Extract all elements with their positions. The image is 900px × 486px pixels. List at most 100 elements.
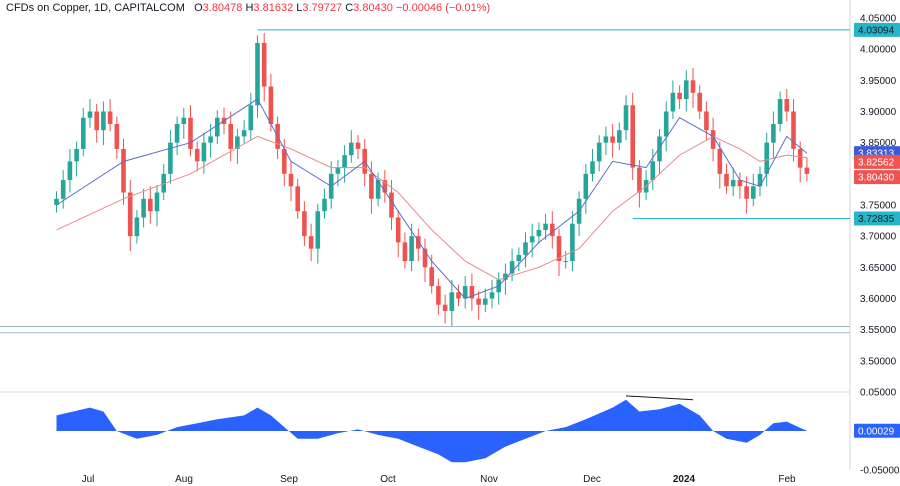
candle-up — [529, 236, 535, 243]
candle-down — [389, 192, 394, 218]
candle-down — [737, 180, 743, 187]
price-badge-level-bg — [854, 211, 900, 226]
high-label: H — [245, 2, 254, 14]
candle-up — [663, 111, 669, 137]
price-badge-last-bg — [854, 170, 900, 185]
candle-up — [322, 198, 327, 212]
price-axis-tick: 4.00000 — [860, 45, 897, 56]
candle-up — [154, 192, 160, 212]
candle-down — [469, 286, 475, 299]
price-axis-tick: 3.50000 — [860, 356, 897, 367]
candle-down — [228, 123, 233, 149]
candle-down — [724, 173, 729, 187]
candle-up — [657, 136, 662, 162]
candle-up — [181, 117, 187, 124]
candle-down — [476, 298, 481, 305]
candle-down — [744, 186, 749, 199]
candle-up — [141, 198, 146, 218]
candle-down — [114, 123, 120, 149]
candle-down — [295, 186, 300, 212]
candle-up — [235, 136, 240, 149]
candle-up — [462, 286, 468, 299]
candle-down — [704, 111, 709, 131]
time-axis-tick: Feb — [778, 474, 796, 485]
time-axis-tick: Nov — [480, 474, 498, 485]
candle-down — [677, 92, 682, 100]
candle-down — [550, 223, 555, 237]
candle-up — [101, 111, 106, 131]
ma-fast-line — [56, 98, 808, 300]
oscillator-badge-bg — [854, 423, 900, 438]
price-axis-tick: 3.85000 — [860, 138, 897, 149]
candle-up — [751, 186, 756, 199]
candle-down — [556, 236, 562, 262]
candle-up — [215, 117, 220, 137]
candle-down — [268, 86, 274, 124]
candle-down — [422, 248, 428, 268]
candle-down — [369, 173, 374, 199]
candle-up — [255, 42, 260, 106]
candle-down — [282, 148, 287, 174]
candle-down — [717, 148, 723, 174]
divergence-line — [625, 395, 694, 401]
candle-down — [402, 242, 408, 262]
candle-up — [349, 142, 354, 156]
candle-down — [429, 267, 434, 287]
price-badge-ma_slow-bg — [854, 154, 900, 169]
candle-up — [168, 142, 173, 174]
candle-down — [436, 286, 441, 305]
candle-up — [67, 161, 73, 181]
time-axis-tick: Jul — [82, 474, 95, 485]
candle-up — [449, 292, 455, 311]
candle-down — [637, 167, 642, 193]
candle-up — [201, 142, 207, 162]
candle-up — [583, 173, 589, 199]
candle-down — [797, 148, 803, 168]
candle-up — [134, 217, 140, 237]
ma-slow-line — [56, 135, 807, 281]
candle-up — [241, 130, 247, 137]
candle-down — [382, 180, 388, 193]
candle-down — [784, 99, 790, 112]
close-value: 3.80430 — [353, 2, 393, 14]
price-axis-tick: 3.55000 — [860, 325, 897, 336]
candle-up — [596, 142, 602, 162]
candle-up — [248, 105, 254, 131]
price-axis-tick: 3.90000 — [860, 107, 897, 118]
change-value: −0.00046 (−0.01%) — [395, 2, 491, 14]
price-badge-ma_slow: 3.82562 — [858, 157, 895, 168]
price-badge-level-bg — [854, 22, 900, 37]
candle-up — [315, 211, 321, 249]
price-axis-tick: 4.05000 — [860, 14, 897, 25]
price-badge-last: 3.80430 — [858, 173, 895, 184]
candle-down — [710, 130, 716, 149]
candle-down — [94, 111, 99, 131]
close-label: C — [345, 2, 354, 14]
candle-down — [121, 148, 126, 193]
chart-header: CFDs on Copper, 1D, CAPITALCOM O3.80478 … — [6, 2, 490, 14]
candle-up — [623, 105, 629, 131]
candle-up — [60, 180, 66, 199]
price-badge-level: 3.72835 — [858, 214, 895, 225]
candle-up — [570, 223, 575, 262]
price-badge-ma_fast: 3.83313 — [858, 149, 895, 160]
candle-up — [523, 242, 528, 255]
candle-up — [603, 136, 609, 143]
price-axis-tick: 3.70000 — [860, 232, 897, 243]
candle-down — [308, 236, 314, 249]
time-axis-tick: 2024 — [673, 474, 696, 485]
oscillator-area — [56, 399, 807, 463]
candle-up — [74, 148, 79, 162]
price-axis-tick: 3.75000 — [860, 201, 897, 212]
candle-up — [483, 298, 488, 305]
candle-up — [764, 142, 769, 174]
candle-up — [503, 273, 508, 280]
candle-up — [684, 80, 689, 100]
candle-up — [208, 136, 213, 143]
symbol-title: CFDs on Copper, 1D, CAPITALCOM — [6, 2, 185, 14]
oscillator-badge: 0.00029 — [858, 426, 895, 437]
time-axis-tick: Oct — [380, 474, 396, 485]
candle-down — [804, 167, 810, 174]
oscillator-axis-tick: 0.05000 — [860, 388, 897, 399]
